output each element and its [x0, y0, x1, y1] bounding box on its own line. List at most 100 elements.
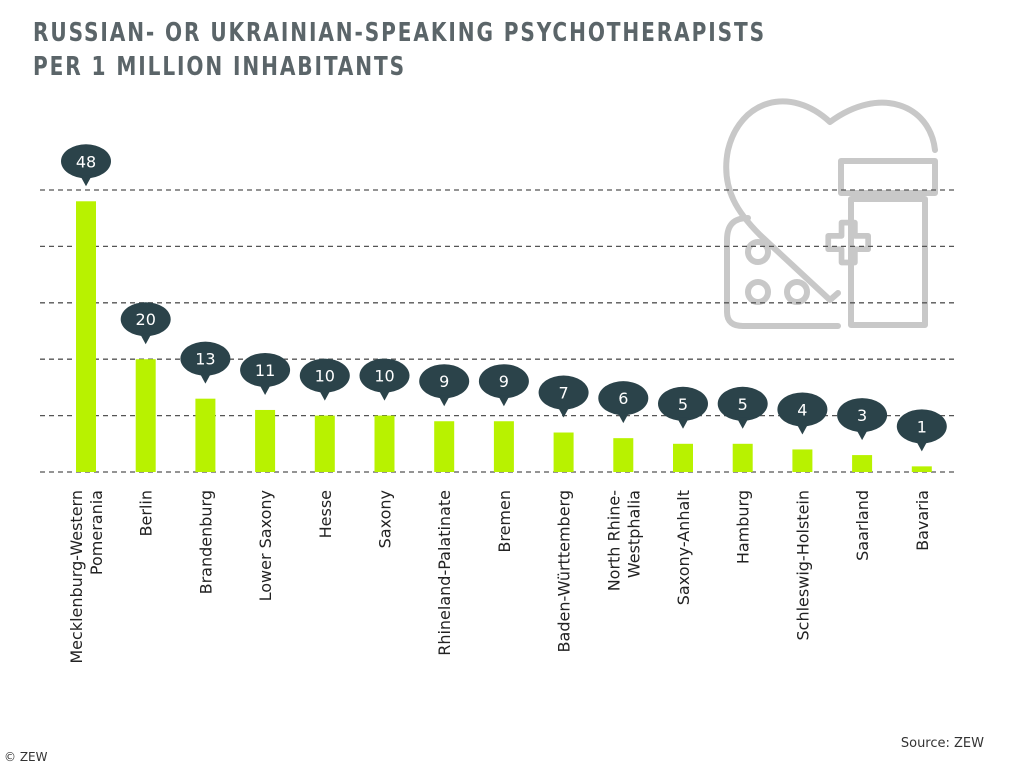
x-tick-label-line: Saxony-Anhalt	[674, 490, 693, 605]
x-tick-label: Saxony-Anhalt	[674, 490, 693, 605]
x-tick-label-line: Schleswig-Holstein	[793, 490, 812, 640]
bar	[255, 409, 276, 472]
data-label: 1	[917, 417, 927, 436]
value-bubble-pointer	[80, 175, 92, 187]
value-bubble	[837, 398, 888, 433]
data-label: 13	[195, 350, 215, 369]
value-bubble-pointer	[856, 429, 869, 441]
value-bubble	[478, 364, 529, 399]
data-label: 20	[136, 310, 156, 329]
x-tick-label: Bavaria	[913, 490, 932, 551]
data-label: 6	[618, 389, 628, 408]
x-tick-label: Hesse	[316, 490, 335, 538]
x-tick-label-line: Bavaria	[913, 490, 932, 551]
bar	[195, 398, 216, 472]
value-bubble	[896, 409, 947, 444]
x-tick-label-line: Hesse	[316, 490, 335, 538]
bar	[673, 443, 693, 472]
bar	[553, 432, 574, 472]
x-tick-label: Hamburg	[734, 490, 753, 564]
value-bubble-pointer	[378, 389, 391, 401]
value-bubble	[419, 364, 470, 399]
value-bubble-pointer	[259, 383, 272, 395]
value-bubble-pointer	[677, 417, 689, 429]
value-bubble	[777, 392, 828, 427]
medical-heart-icon	[723, 98, 938, 329]
bar	[434, 421, 455, 472]
x-tick-label-line: Brandenburg	[196, 490, 215, 594]
x-tick-label: Rhineland-Palatinate	[435, 490, 454, 656]
bar	[732, 443, 753, 472]
value-bubble	[658, 386, 708, 421]
title-line-2: PER 1 MILLION INHABITANTS	[33, 52, 406, 82]
value-bubble	[717, 386, 768, 421]
x-tick-label: Bremen	[495, 490, 514, 553]
value-bubble-pointer	[497, 395, 510, 407]
x-tick-label: North Rhine- Westphalia	[604, 490, 643, 591]
value-bubble-pointer	[796, 423, 809, 435]
data-label: 11	[255, 361, 275, 380]
x-tick-label: Baden-Württemberg	[555, 490, 574, 652]
data-label: 7	[559, 384, 569, 403]
x-tick-label: Schleswig-Holstein	[793, 490, 812, 640]
title-line-1: RUSSIAN- OR UKRAINIAN-SPEAKING PSYCHOTHE…	[33, 18, 767, 48]
value-bubble	[299, 358, 350, 393]
x-tick-label: Saarland	[853, 490, 872, 561]
source-note: Source: ZEW	[900, 736, 984, 751]
x-tick-label-line: Lower Saxony	[256, 490, 275, 601]
data-label: 3	[857, 406, 867, 425]
data-label: 10	[374, 367, 394, 386]
x-tick-label: Lower Saxony	[256, 490, 275, 601]
x-tick-label-line: Rhineland-Palatinate	[435, 490, 454, 656]
bar	[374, 415, 395, 472]
x-tick-label: Brandenburg	[196, 490, 215, 594]
bar	[314, 415, 335, 472]
data-label: 5	[678, 395, 688, 414]
x-tick-label: Saxony	[376, 490, 395, 548]
bar	[911, 466, 932, 472]
x-tick-label-line: Berlin	[137, 490, 156, 536]
value-bubble-pointer	[736, 417, 749, 429]
value-bubble-pointer	[139, 333, 152, 345]
x-tick-label-line: Saxony	[376, 490, 395, 548]
data-label: 5	[738, 395, 748, 414]
value-bubble	[538, 375, 589, 410]
value-bubble-pointer	[557, 406, 570, 418]
bar	[792, 449, 813, 472]
x-tick-label: Berlin	[137, 490, 156, 536]
bar	[613, 438, 634, 472]
x-tick-label-line: Saarland	[853, 490, 872, 561]
value-bubble	[598, 381, 649, 416]
value-bubble-pointer	[438, 395, 451, 407]
data-label: 10	[315, 367, 335, 386]
x-tick-label: Mecklenburg-Western Pomerania	[67, 490, 106, 664]
bar	[493, 421, 514, 472]
data-label: 48	[76, 152, 96, 171]
x-tick-label-line: North Rhine-	[604, 490, 623, 591]
x-tick-label-line: Mecklenburg-Western	[67, 490, 86, 664]
value-bubble	[120, 302, 171, 337]
bar	[852, 455, 873, 472]
value-bubble	[359, 358, 410, 393]
value-bubble	[180, 341, 231, 376]
value-bubble-pointer	[915, 440, 928, 452]
value-bubble	[240, 352, 291, 387]
value-bubble-pointer	[199, 372, 212, 384]
x-tick-label-line: Hamburg	[734, 490, 753, 564]
x-tick-label-line: Westphalia	[624, 490, 643, 578]
x-tick-label-line: Pomerania	[87, 490, 106, 575]
data-label: 9	[439, 372, 449, 391]
data-label: 9	[499, 372, 509, 391]
x-tick-label-line: Baden-Württemberg	[555, 490, 574, 652]
value-bubble-pointer	[617, 412, 630, 424]
copyright-note: © ZEW	[4, 750, 48, 764]
chart-title: RUSSIAN- OR UKRAINIAN-SPEAKING PSYCHOTHE…	[33, 16, 766, 84]
bar	[135, 359, 156, 472]
value-bubble	[61, 144, 111, 179]
bar	[76, 201, 96, 472]
value-bubble-pointer	[318, 389, 331, 401]
data-label: 4	[797, 400, 807, 419]
x-tick-label-line: Bremen	[495, 490, 514, 553]
